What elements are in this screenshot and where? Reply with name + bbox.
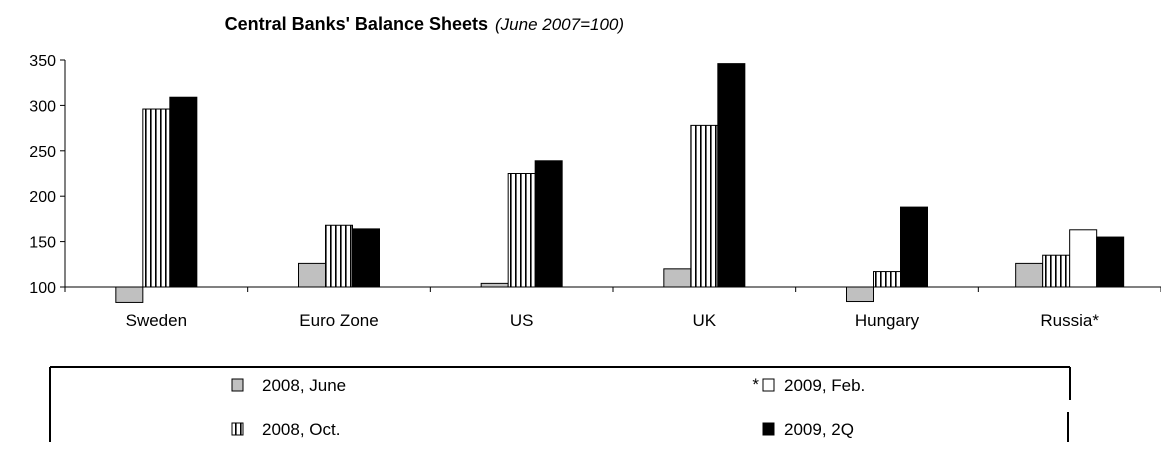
bar-oct2008 — [142, 108, 171, 288]
category-label: Russia* — [1040, 311, 1099, 330]
legend-swatch-june2008 — [231, 378, 244, 392]
bar-oct2008 — [507, 173, 536, 288]
bar-oct2008 — [1042, 254, 1071, 288]
bar-feb2009 — [1069, 229, 1098, 288]
bar-q2_2009 — [717, 63, 746, 288]
bar-q2_2009 — [1096, 236, 1125, 288]
category-label: Euro Zone — [299, 311, 378, 330]
legend-label-june2008: 2008, June — [262, 376, 346, 395]
legend-swatch-oct2008 — [231, 422, 244, 436]
chart-subtitle: (June 2007=100) — [495, 15, 624, 34]
legend-label-q2_2009: 2009, 2Q — [784, 420, 854, 439]
bar-june2008 — [115, 286, 144, 303]
legend-swatch-feb2009 — [762, 378, 775, 392]
bar-q2_2009 — [352, 228, 380, 288]
y-tick-label: 250 — [29, 144, 56, 161]
category-label: Sweden — [126, 311, 187, 330]
legend-label-feb2009: 2009, Feb. — [784, 376, 865, 395]
category-label: UK — [693, 311, 717, 330]
bars — [115, 63, 1125, 303]
bar-june2008 — [1015, 262, 1044, 288]
bar-oct2008 — [325, 224, 353, 288]
y-axis: 100 150 200 250 300 350 — [29, 53, 66, 297]
bar-june2008 — [298, 262, 326, 288]
bar-june2008 — [846, 286, 874, 303]
bar-oct2008 — [690, 124, 719, 288]
legend-footnote-marker: * — [752, 375, 759, 394]
bar-oct2008 — [873, 271, 901, 288]
y-tick-label: 300 — [29, 98, 56, 115]
y-tick-label: 150 — [29, 235, 56, 252]
x-axis: Sweden Euro Zone US UK Hungary Russia* — [64, 286, 1161, 330]
y-tick-label: 350 — [29, 53, 56, 70]
bar-june2008 — [480, 282, 509, 288]
legend-swatch-q2_2009 — [762, 422, 775, 436]
bar-q2_2009 — [534, 160, 563, 288]
legend-border — [49, 366, 1071, 442]
y-tick-label: 100 — [29, 280, 56, 297]
bar-q2_2009 — [900, 206, 928, 288]
y-tick-label: 200 — [29, 189, 56, 206]
category-label: Hungary — [855, 311, 920, 330]
bar-june2008 — [663, 268, 692, 288]
legend: 2008, June * 2009, Feb. 2008, Oct. 2009, 2Q — [49, 366, 1071, 442]
chart-title: Central Banks' Balance Sheets — [225, 14, 488, 34]
legend-label-oct2008: 2008, Oct. — [262, 420, 340, 439]
category-label: US — [510, 311, 534, 330]
bar-q2_2009 — [169, 96, 198, 288]
